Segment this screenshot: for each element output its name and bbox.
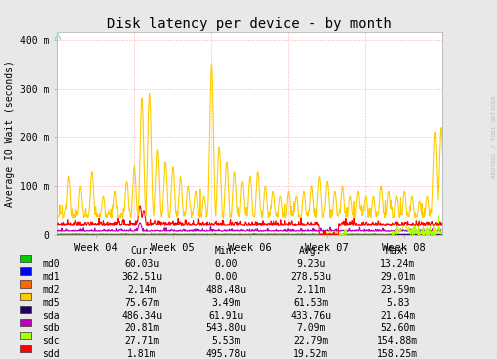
Title: Disk latency per device - by month: Disk latency per device - by month bbox=[107, 17, 392, 31]
Text: 61.53m: 61.53m bbox=[293, 298, 328, 308]
Text: 543.80u: 543.80u bbox=[206, 323, 247, 334]
Text: 495.78u: 495.78u bbox=[206, 349, 247, 359]
Text: sdb: sdb bbox=[42, 323, 60, 334]
Text: 154.88m: 154.88m bbox=[377, 336, 418, 346]
Text: 7.09m: 7.09m bbox=[296, 323, 326, 334]
Text: 0.00: 0.00 bbox=[214, 259, 238, 269]
Text: md5: md5 bbox=[42, 298, 60, 308]
Text: md0: md0 bbox=[42, 259, 60, 269]
Text: Avg:: Avg: bbox=[299, 246, 323, 256]
Text: 21.64m: 21.64m bbox=[380, 311, 415, 321]
Text: sdd: sdd bbox=[42, 349, 60, 359]
Y-axis label: Average IO Wait (seconds): Average IO Wait (seconds) bbox=[4, 60, 14, 207]
Text: md2: md2 bbox=[42, 285, 60, 295]
Text: 2.11m: 2.11m bbox=[296, 285, 326, 295]
Text: 0.00: 0.00 bbox=[214, 272, 238, 282]
Text: 29.01m: 29.01m bbox=[380, 272, 415, 282]
Text: sdc: sdc bbox=[42, 336, 60, 346]
Text: 5.83: 5.83 bbox=[386, 298, 410, 308]
Text: 60.03u: 60.03u bbox=[124, 259, 159, 269]
Text: 486.34u: 486.34u bbox=[121, 311, 162, 321]
Text: Cur:: Cur: bbox=[130, 246, 154, 256]
Text: 488.48u: 488.48u bbox=[206, 285, 247, 295]
Text: md1: md1 bbox=[42, 272, 60, 282]
Text: sda: sda bbox=[42, 311, 60, 321]
Text: 362.51u: 362.51u bbox=[121, 272, 162, 282]
Text: 1.81m: 1.81m bbox=[127, 349, 157, 359]
Text: 158.25m: 158.25m bbox=[377, 349, 418, 359]
Text: Min:: Min: bbox=[214, 246, 238, 256]
Text: 13.24m: 13.24m bbox=[380, 259, 415, 269]
Text: 52.60m: 52.60m bbox=[380, 323, 415, 334]
Text: 3.49m: 3.49m bbox=[211, 298, 241, 308]
Text: 278.53u: 278.53u bbox=[290, 272, 331, 282]
Text: 2.14m: 2.14m bbox=[127, 285, 157, 295]
Text: 19.52m: 19.52m bbox=[293, 349, 328, 359]
Text: 5.53m: 5.53m bbox=[211, 336, 241, 346]
Text: 23.59m: 23.59m bbox=[380, 285, 415, 295]
Text: 22.79m: 22.79m bbox=[293, 336, 328, 346]
Text: 27.71m: 27.71m bbox=[124, 336, 159, 346]
Text: 433.76u: 433.76u bbox=[290, 311, 331, 321]
Text: 9.23u: 9.23u bbox=[296, 259, 326, 269]
Text: 75.67m: 75.67m bbox=[124, 298, 159, 308]
Text: Max:: Max: bbox=[386, 246, 410, 256]
Text: 61.91u: 61.91u bbox=[209, 311, 244, 321]
Text: 20.81m: 20.81m bbox=[124, 323, 159, 334]
Text: RRDTOOL / TOBI OETIKER: RRDTOOL / TOBI OETIKER bbox=[491, 95, 496, 178]
